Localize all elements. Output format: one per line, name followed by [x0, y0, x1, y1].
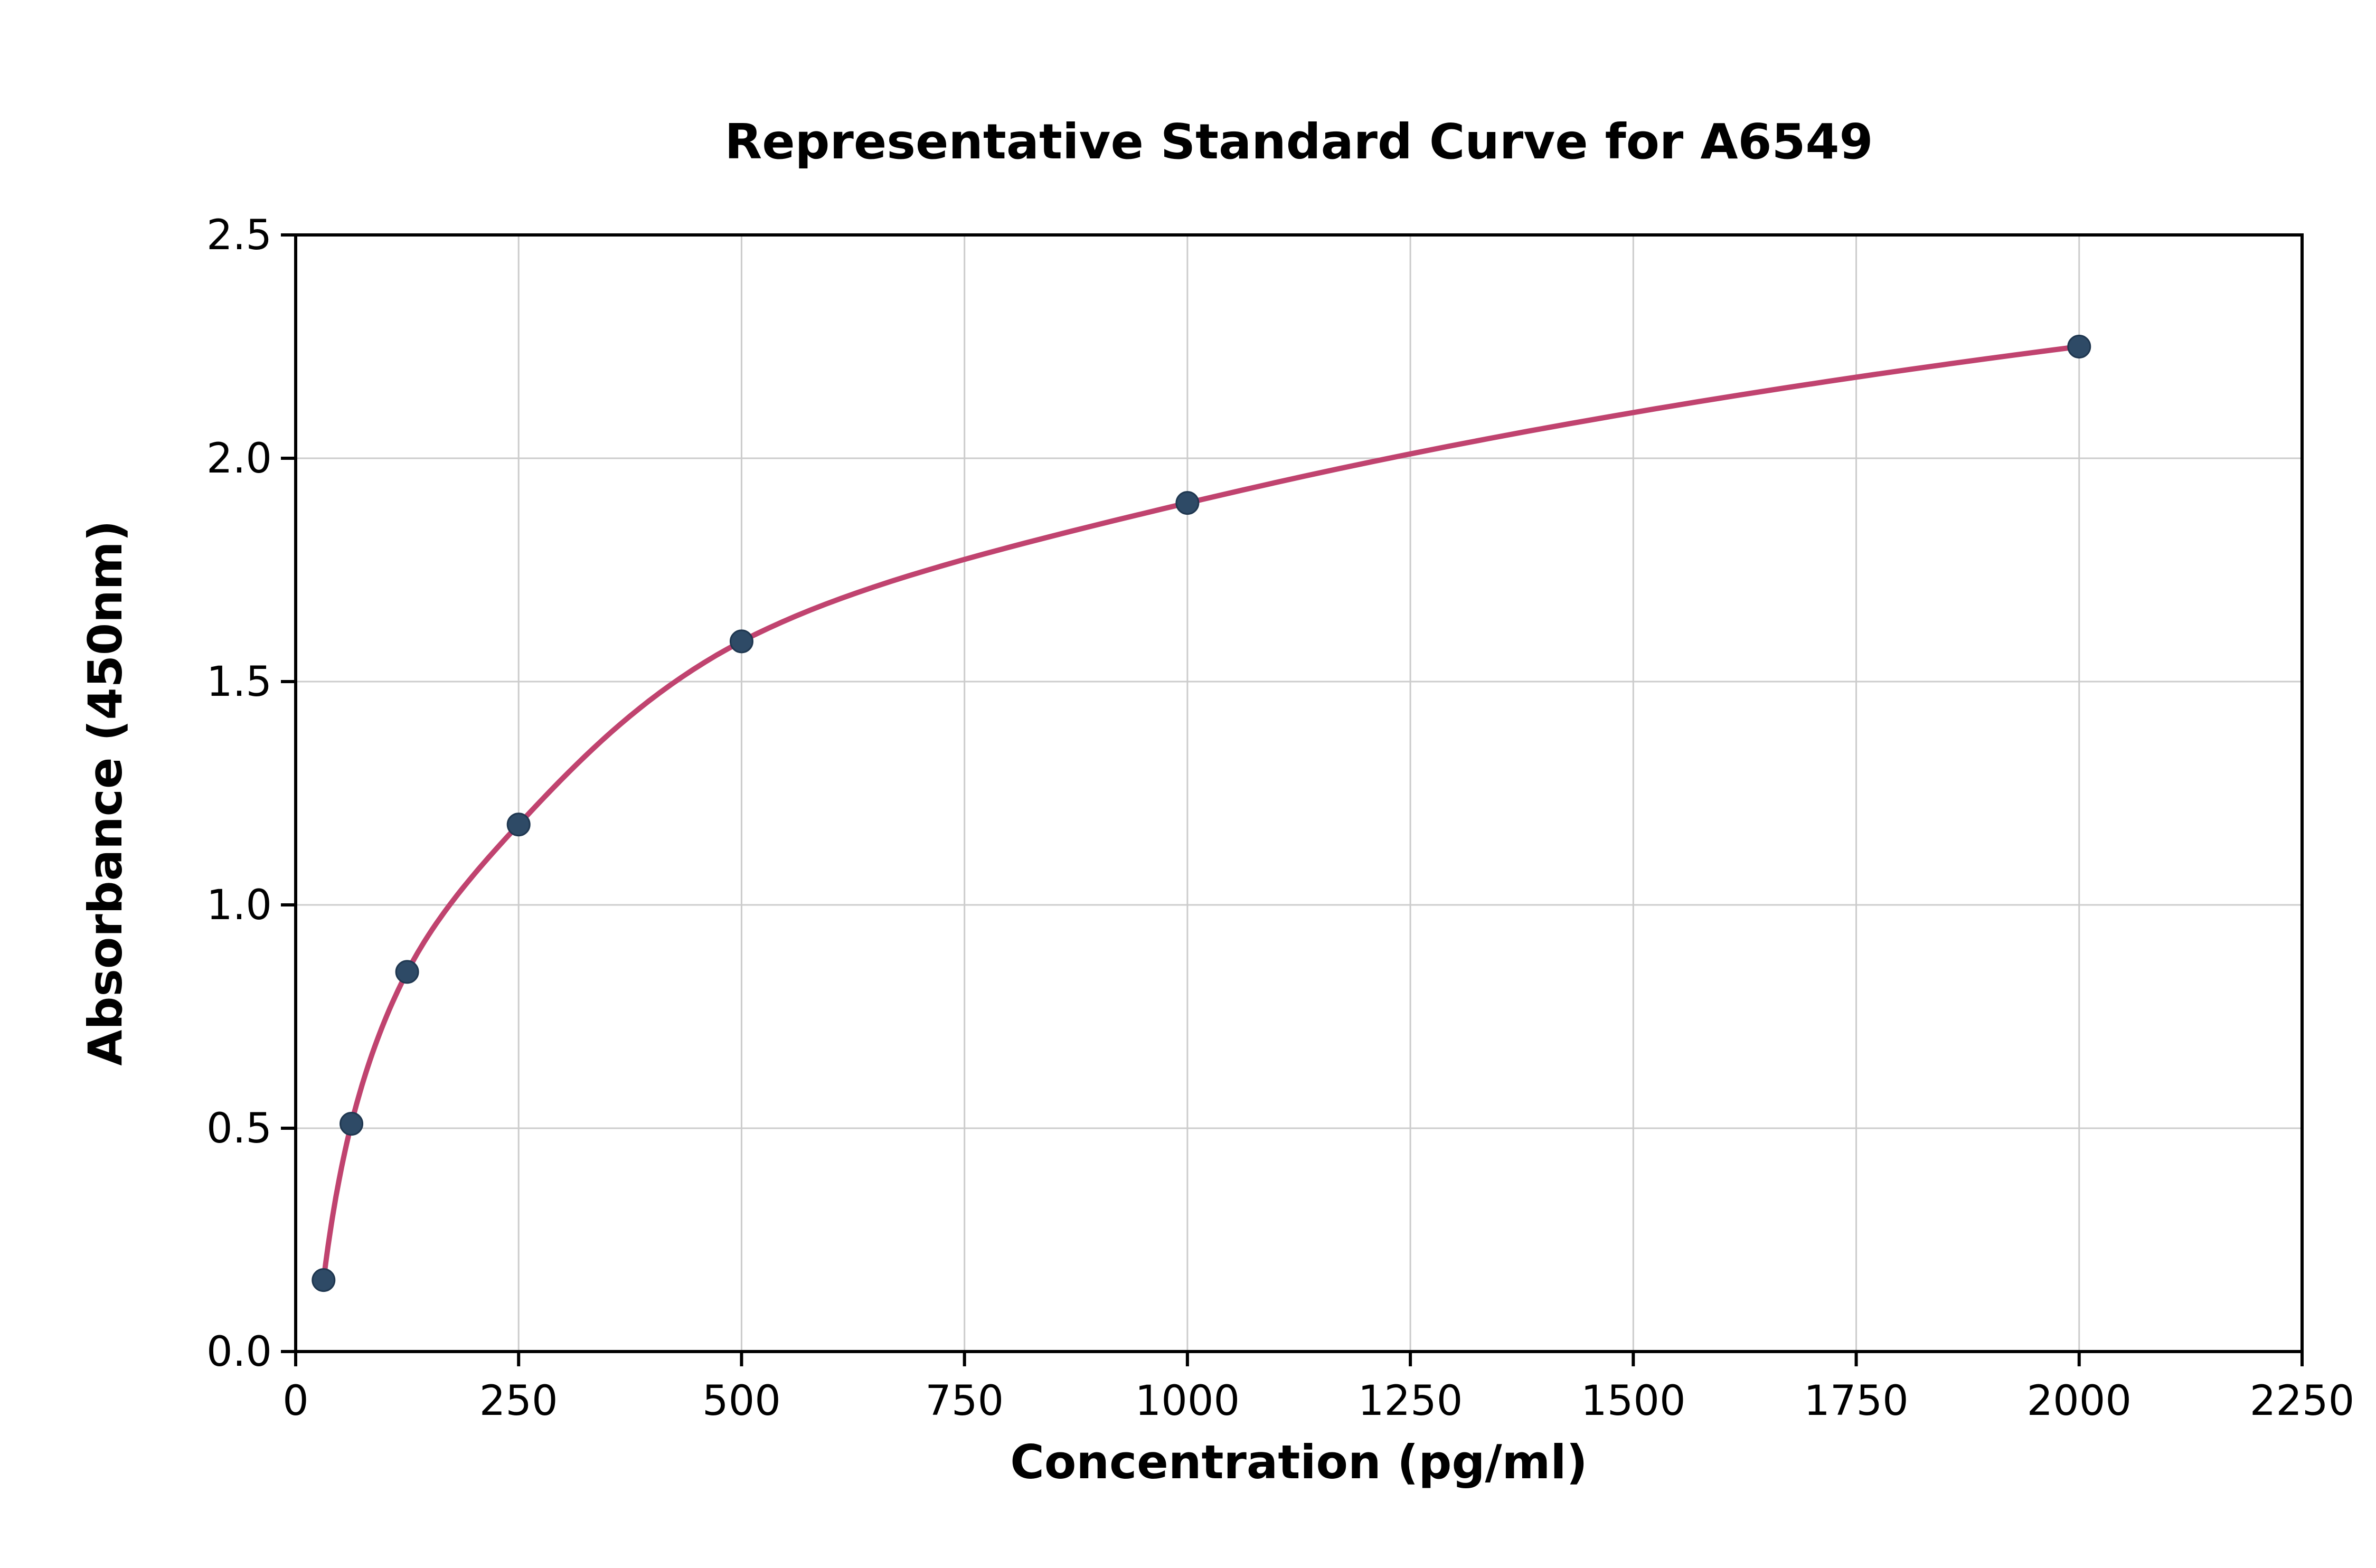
data-point: [312, 1268, 336, 1292]
data-point: [395, 960, 419, 984]
data-point: [729, 629, 753, 654]
y-tick-label: 0.5: [206, 1105, 272, 1153]
chart-title: Representative Standard Curve for A6549: [724, 114, 1873, 170]
y-tick-label: 2.0: [206, 435, 272, 483]
data-point: [1175, 491, 1200, 515]
x-axis-label: Concentration (pg/ml): [1010, 1435, 1587, 1489]
plot-layers: 0 250 500 750 1000 1250 1500 1750 2000 2250 0.0 0.5…: [206, 212, 2354, 1425]
data-point: [2067, 335, 2091, 358]
y-tick-label: 1.0: [206, 882, 272, 929]
x-tick-label: 1000: [1135, 1377, 1240, 1425]
x-tick-label: 750: [925, 1377, 1004, 1425]
grid-lines: [295, 234, 2303, 1353]
x-tick-label: 2250: [2250, 1377, 2355, 1425]
fit-curve-path: [320, 344, 2082, 1283]
data-points: [312, 335, 2091, 1292]
x-tick-label: 1500: [1581, 1377, 1686, 1425]
x-tick-label: 1750: [1804, 1377, 1909, 1425]
x-tick-label: 2000: [2027, 1377, 2132, 1425]
y-tick-label: 0.0: [206, 1328, 272, 1376]
x-tick-label: 1250: [1358, 1377, 1463, 1425]
data-point: [340, 1112, 364, 1136]
y-axis-label: Absorbance (450nm): [78, 520, 133, 1065]
x-tick-label: 500: [702, 1377, 781, 1425]
y-tick-label: 2.5: [206, 212, 272, 259]
axis-ticks: 0 250 500 750 1000 1250 1500 1750 2000 2250 0.0 0.5…: [206, 212, 2354, 1425]
y-tick-label: 1.5: [206, 658, 272, 706]
data-point: [506, 813, 531, 837]
x-tick-label: 0: [282, 1377, 309, 1425]
x-tick-label: 250: [479, 1377, 558, 1425]
plot-border: [294, 233, 2304, 1353]
